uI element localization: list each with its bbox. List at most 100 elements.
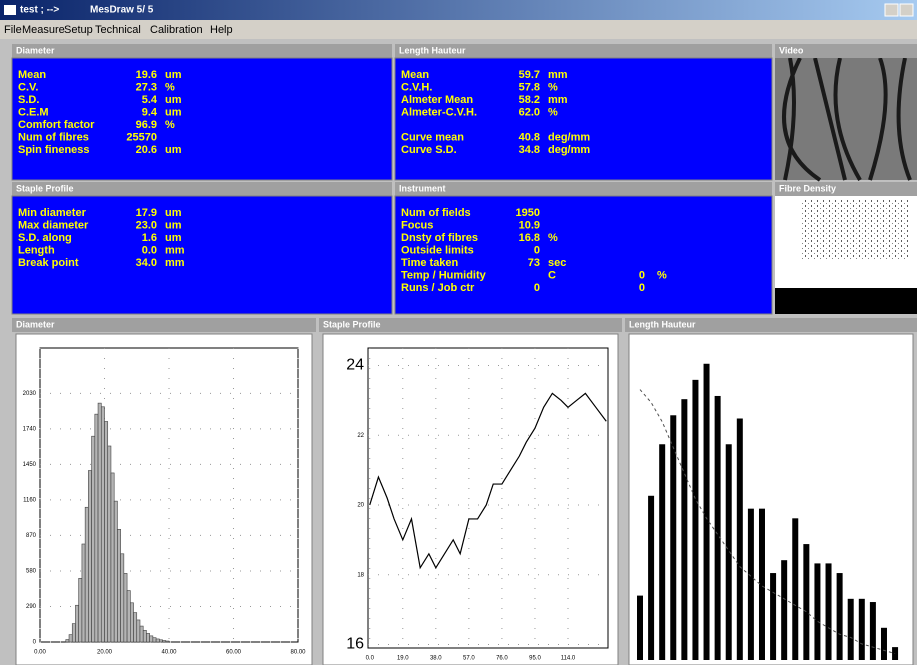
x-tick-label: 20.00 <box>97 650 113 656</box>
y-tick-label: 2030 <box>23 391 37 397</box>
bar <box>803 544 810 660</box>
row-value: 0 <box>639 282 645 294</box>
row-value: 62.0 <box>519 106 540 118</box>
chart-header <box>12 318 316 332</box>
row-label: Outside limits <box>401 244 474 256</box>
row-unit: % <box>165 119 175 131</box>
y-tick-label: 22 <box>357 433 364 439</box>
row-label: Mean <box>18 69 46 81</box>
row-label: Comfort factor <box>18 119 95 131</box>
row-label: C.V.H. <box>401 81 432 93</box>
row-label: Mean <box>401 69 429 81</box>
histogram-bar <box>142 630 147 643</box>
y-tick-label: 1450 <box>23 462 37 468</box>
row-value: 27.3 <box>136 81 157 93</box>
panel-title: Diameter <box>16 45 55 55</box>
bar <box>814 563 821 660</box>
row-value: 23.0 <box>136 219 157 231</box>
bar <box>758 508 765 660</box>
panel-body <box>394 195 773 315</box>
row-label: Num of fields <box>401 207 471 219</box>
row-label: Curve S.D. <box>401 144 457 156</box>
histogram-bar <box>165 640 170 643</box>
row-unit: um <box>165 69 182 81</box>
row-value: 73 <box>528 257 540 269</box>
histogram-bar <box>104 421 109 643</box>
row-value: 16.8 <box>519 232 540 244</box>
menu-item[interactable]: Calibration <box>150 24 203 36</box>
y-tick-label: 16 <box>346 636 364 653</box>
bar <box>659 444 666 660</box>
chart-title: Length Hauteur <box>629 319 696 329</box>
row-unit: % <box>165 81 175 93</box>
row-label: Runs / Job ctr <box>401 282 475 294</box>
profile-line <box>369 392 607 570</box>
row-value: 19.6 <box>136 69 157 81</box>
panel-header <box>12 44 392 58</box>
histogram-bar <box>94 413 99 643</box>
row-label: Focus <box>401 219 433 231</box>
histogram-bar <box>68 634 73 643</box>
menu-item[interactable]: Measure <box>22 24 65 36</box>
y-tick-label: 290 <box>26 604 37 610</box>
x-tick-label: 0.0 <box>366 656 375 662</box>
row-value: 25570 <box>126 131 157 143</box>
bar <box>714 395 721 660</box>
panel-body <box>11 195 393 315</box>
row-value: 17.9 <box>136 207 157 219</box>
maximize-button[interactable] <box>899 3 914 17</box>
row-label: Num of fibres <box>18 131 89 143</box>
histogram-bar <box>65 639 70 643</box>
video-image <box>775 58 917 180</box>
menu-item[interactable]: Help <box>210 24 233 36</box>
row-value: 0 <box>534 282 540 294</box>
bar <box>836 573 843 660</box>
chart-header <box>319 318 622 332</box>
menu-item[interactable]: Setup <box>64 24 93 36</box>
row-unit: mm <box>165 244 185 256</box>
row-value: 96.9 <box>136 119 157 131</box>
histogram-bar <box>149 635 154 643</box>
video-fibres <box>782 57 912 182</box>
row-unit: sec <box>548 257 566 269</box>
row-label: Curve mean <box>401 131 464 143</box>
minimize-button[interactable] <box>884 3 899 17</box>
panel-header <box>395 182 772 196</box>
row-unit: deg/mm <box>548 144 590 156</box>
histogram-bar <box>159 639 163 643</box>
histogram-bar <box>88 470 92 643</box>
row-unit: um <box>165 207 182 219</box>
row-unit: mm <box>548 94 568 106</box>
row-label: Temp / Humidity <box>401 269 487 281</box>
bar <box>847 598 854 660</box>
histogram-bar <box>120 553 125 643</box>
y-tick-label: 0 <box>33 640 37 646</box>
bar <box>703 363 710 660</box>
panel-title: Fibre Density <box>779 183 836 193</box>
histogram-bar <box>78 577 83 643</box>
x-tick-label: 38.0 <box>430 656 442 662</box>
histogram-bar <box>91 435 96 643</box>
bar <box>670 415 677 660</box>
row-unit: % <box>548 81 558 93</box>
y-tick-label: 1160 <box>23 497 37 503</box>
row-value: 10.9 <box>519 219 540 231</box>
row-value: 0 <box>534 244 540 256</box>
title-bar <box>0 0 917 20</box>
chart-header <box>625 318 917 332</box>
panel-header <box>12 182 392 196</box>
histogram-bar <box>155 638 160 643</box>
x-tick-label: 95.0 <box>529 656 541 662</box>
row-value: 59.7 <box>519 69 540 81</box>
histogram-bar <box>139 625 144 643</box>
menu-item[interactable]: File <box>4 24 22 36</box>
menu-item[interactable]: Technical <box>95 24 141 36</box>
chart-title: Staple Profile <box>323 319 381 329</box>
row-value: 58.2 <box>519 94 540 106</box>
histogram-bar <box>146 633 150 643</box>
row-label: C.V. <box>18 81 38 93</box>
window-title: test ; --> <box>20 5 59 16</box>
row-label: Time taken <box>401 257 459 269</box>
panel-header <box>395 44 772 58</box>
